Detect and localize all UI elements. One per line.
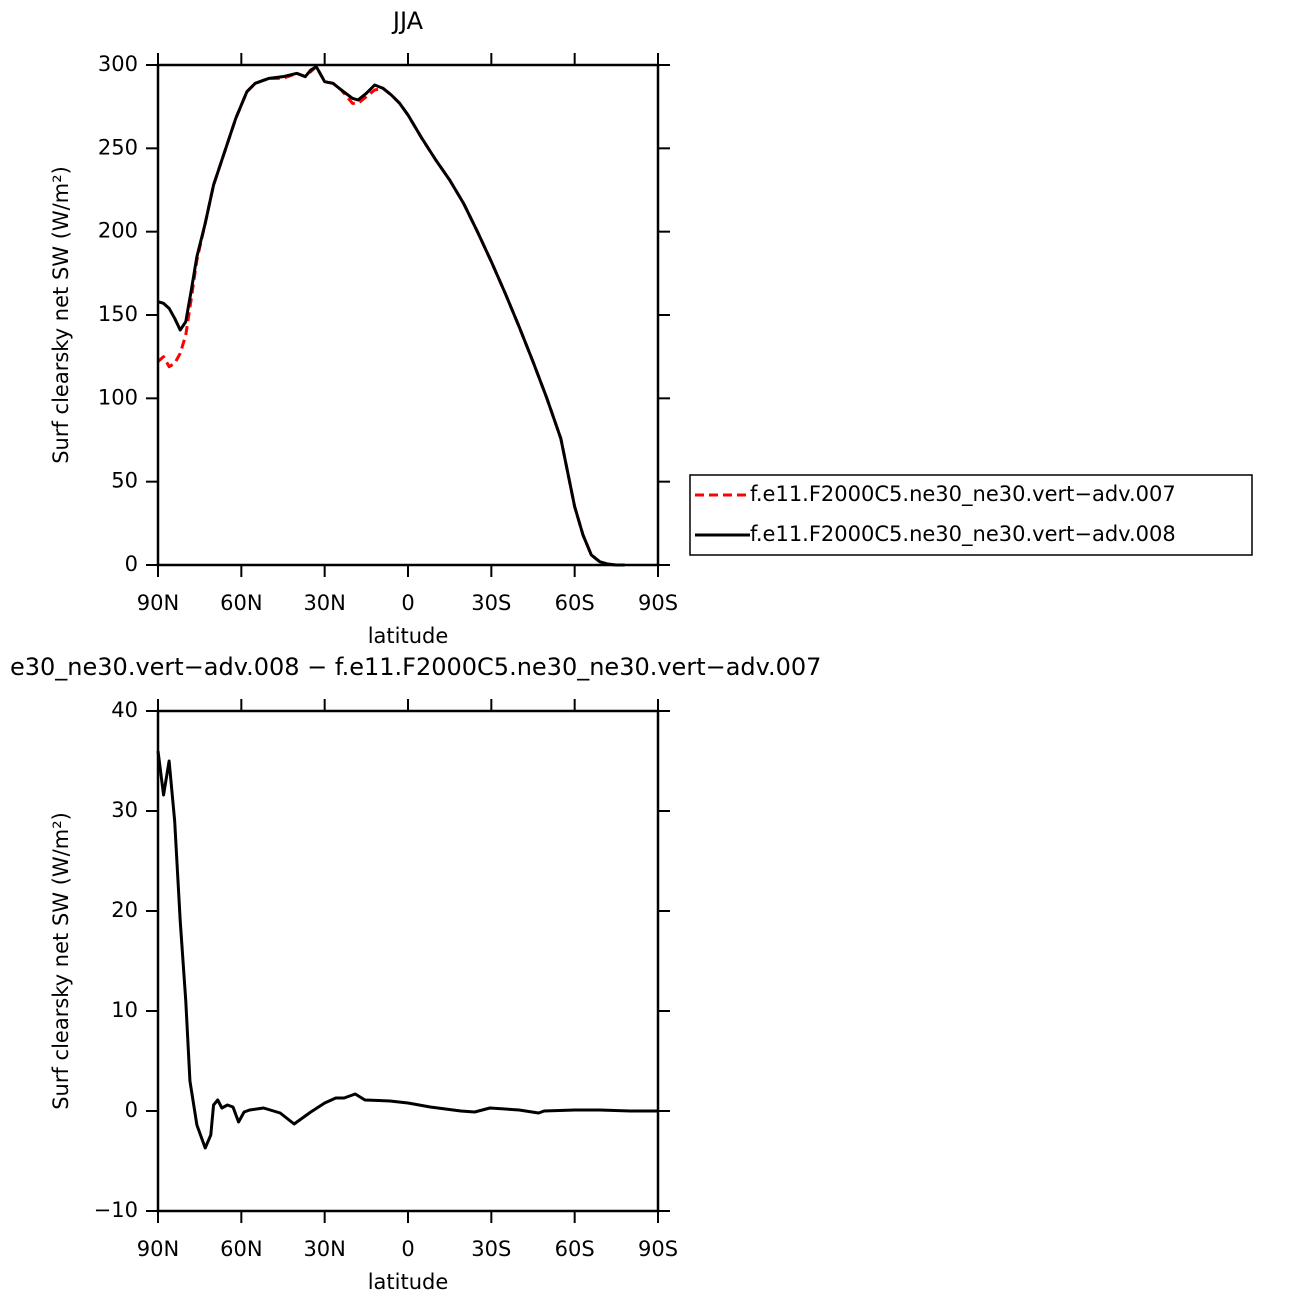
x-tick-label: 90N [137, 591, 179, 615]
y-tick-label: −10 [94, 1198, 138, 1222]
x-tick-label: 30S [471, 591, 511, 615]
y-tick-label: 10 [111, 998, 138, 1022]
x-tick-label: 90S [638, 1237, 678, 1261]
plot-frame [156, 709, 660, 1213]
y-tick-label: 20 [111, 898, 138, 922]
x-tick-label: 90N [137, 1237, 179, 1261]
legend-label: f.e11.F2000C5.ne30_ne30.vert−adv.008 [750, 522, 1176, 547]
x-tick-label: 90S [638, 591, 678, 615]
chart-title: e30_ne30.vert−adv.008 − f.e11.F2000C5.ne… [10, 653, 821, 681]
data-line [157, 65, 625, 567]
y-tick-label: 50 [111, 469, 138, 493]
x-tick-label: 30N [303, 1237, 345, 1261]
y-tick-label: 100 [98, 385, 138, 409]
y-axis-label: Surf clearsky net SW (W/m²) [49, 812, 73, 1110]
y-tick-label: 0 [125, 1098, 138, 1122]
y-tick-label: 150 [98, 302, 138, 326]
x-tick-label: 60N [220, 1237, 262, 1261]
plot-frame [156, 63, 660, 567]
x-axis-label: latitude [368, 1270, 449, 1294]
x-tick-label: 60S [555, 1237, 595, 1261]
x-axis-label: latitude [368, 624, 449, 648]
legend-box [689, 474, 1253, 556]
y-axis-label: Surf clearsky net SW (W/m²) [49, 166, 73, 464]
y-tick-label: 200 [98, 219, 138, 243]
x-tick-label: 60N [220, 591, 262, 615]
x-tick-label: 60S [555, 591, 595, 615]
y-tick-label: 30 [111, 798, 138, 822]
y-tick-label: 0 [125, 552, 138, 576]
legend-label: f.e11.F2000C5.ne30_ne30.vert−adv.007 [750, 482, 1176, 507]
x-tick-label: 0 [401, 591, 414, 615]
x-tick-label: 30N [303, 591, 345, 615]
data-line [156, 750, 658, 1150]
x-tick-label: 0 [401, 1237, 414, 1261]
y-tick-label: 300 [98, 52, 138, 76]
y-tick-label: 250 [98, 135, 138, 159]
y-tick-label: 40 [111, 698, 138, 722]
x-tick-label: 30S [471, 1237, 511, 1261]
chart-title: JJA [391, 7, 424, 35]
